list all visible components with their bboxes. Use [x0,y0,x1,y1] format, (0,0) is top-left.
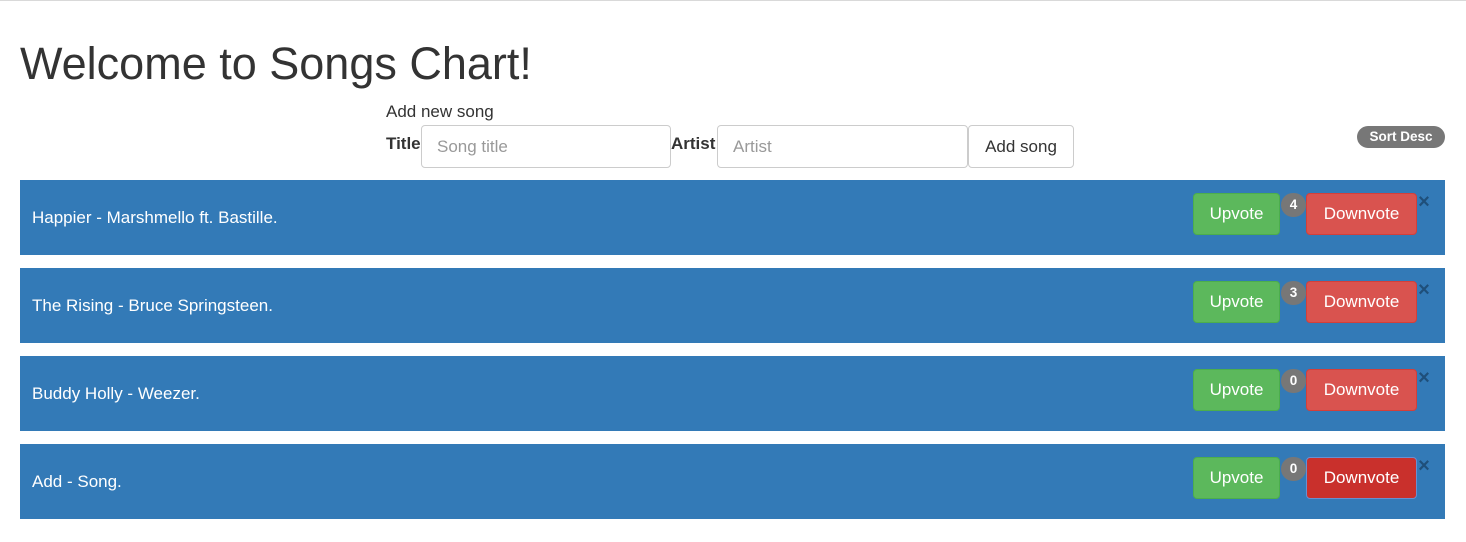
upvote-button[interactable]: Upvote [1193,281,1280,323]
vote-count-badge: 3 [1281,281,1306,305]
downvote-button[interactable]: Downvote [1306,193,1417,235]
song-label: Buddy Holly - Weezer. [32,384,200,403]
song-row: Buddy Holly - Weezer. Upvote 0 Downvote … [20,356,1445,431]
top-divider [0,0,1466,1]
upvote-button[interactable]: Upvote [1193,193,1280,235]
title-label: Title [386,134,421,153]
vote-count-badge: 0 [1281,457,1306,481]
downvote-button[interactable]: Downvote [1306,457,1417,499]
artist-input[interactable] [717,125,968,168]
song-label: Add - Song. [32,472,122,491]
close-icon[interactable]: × [1418,367,1430,389]
upvote-button[interactable]: Upvote [1193,369,1280,411]
song-list: Happier - Marshmello ft. Bastille. Upvot… [20,180,1445,532]
song-label: Happier - Marshmello ft. Bastille. [32,208,278,227]
vote-count-badge: 4 [1281,193,1306,217]
add-song-button[interactable]: Add song [968,125,1074,168]
close-icon[interactable]: × [1418,279,1430,301]
close-icon[interactable]: × [1418,191,1430,213]
song-row: The Rising - Bruce Springsteen. Upvote 3… [20,268,1445,343]
downvote-button[interactable]: Downvote [1306,281,1417,323]
downvote-button[interactable]: Downvote [1306,369,1417,411]
song-row: Happier - Marshmello ft. Bastille. Upvot… [20,180,1445,255]
sort-desc-button[interactable]: Sort Desc [1357,126,1445,148]
artist-label: Artist [671,134,716,153]
page-title: Welcome to Songs Chart! [20,38,532,89]
vote-count-badge: 0 [1281,369,1306,393]
song-title-input[interactable] [421,125,671,168]
upvote-button[interactable]: Upvote [1193,457,1280,499]
add-song-form: Add new song Title Artist Add song [386,100,1086,170]
add-song-heading: Add new song [386,102,494,121]
song-label: The Rising - Bruce Springsteen. [32,296,273,315]
song-row: Add - Song. Upvote 0 Downvote × [20,444,1445,519]
close-icon[interactable]: × [1418,455,1430,477]
